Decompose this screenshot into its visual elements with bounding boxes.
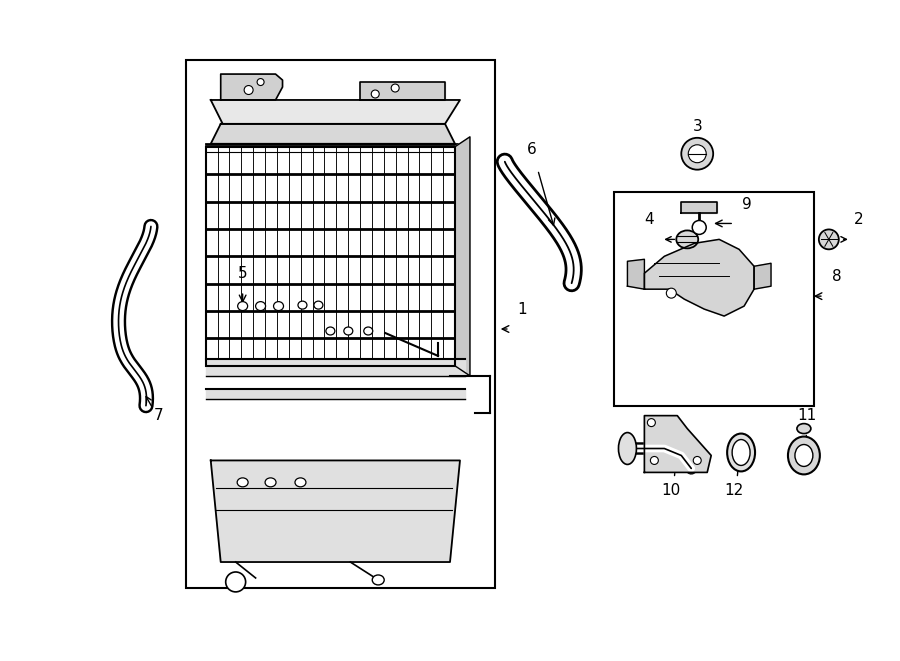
Polygon shape xyxy=(644,239,754,316)
Ellipse shape xyxy=(796,424,811,434)
Text: 11: 11 xyxy=(797,408,816,422)
Circle shape xyxy=(692,221,706,235)
Ellipse shape xyxy=(238,301,248,311)
Circle shape xyxy=(244,85,253,95)
Ellipse shape xyxy=(819,229,839,249)
Ellipse shape xyxy=(676,231,698,249)
Ellipse shape xyxy=(727,434,755,471)
Circle shape xyxy=(371,90,379,98)
Polygon shape xyxy=(360,82,445,100)
Bar xyxy=(206,147,455,366)
Circle shape xyxy=(666,288,676,298)
Circle shape xyxy=(257,79,264,85)
Text: 10: 10 xyxy=(662,483,681,498)
Polygon shape xyxy=(206,359,465,376)
Polygon shape xyxy=(211,100,460,124)
Ellipse shape xyxy=(788,436,820,475)
Text: 8: 8 xyxy=(832,269,842,284)
Polygon shape xyxy=(644,416,711,473)
Ellipse shape xyxy=(238,478,248,487)
Ellipse shape xyxy=(314,301,323,309)
Ellipse shape xyxy=(795,444,813,467)
Text: 5: 5 xyxy=(238,266,248,281)
Ellipse shape xyxy=(373,575,384,585)
Circle shape xyxy=(688,145,706,163)
Text: 3: 3 xyxy=(692,119,702,134)
Ellipse shape xyxy=(295,478,306,487)
Bar xyxy=(185,60,495,588)
Circle shape xyxy=(226,572,246,592)
Circle shape xyxy=(681,137,713,170)
Polygon shape xyxy=(220,74,283,100)
Ellipse shape xyxy=(298,301,307,309)
Ellipse shape xyxy=(266,478,276,487)
Ellipse shape xyxy=(326,327,335,335)
Circle shape xyxy=(651,457,659,465)
Ellipse shape xyxy=(274,301,284,311)
Text: 1: 1 xyxy=(517,302,526,317)
Text: 12: 12 xyxy=(724,483,743,498)
Bar xyxy=(615,192,814,406)
Polygon shape xyxy=(627,259,644,289)
Polygon shape xyxy=(455,137,470,376)
Text: 6: 6 xyxy=(526,141,536,157)
Polygon shape xyxy=(211,461,460,562)
Ellipse shape xyxy=(256,301,266,311)
Circle shape xyxy=(693,457,701,465)
Ellipse shape xyxy=(364,327,373,335)
Polygon shape xyxy=(206,389,465,399)
Text: 2: 2 xyxy=(854,212,863,227)
Text: 9: 9 xyxy=(742,196,752,212)
Ellipse shape xyxy=(618,432,636,465)
Polygon shape xyxy=(754,263,771,289)
Text: 7: 7 xyxy=(154,408,164,422)
Polygon shape xyxy=(211,124,455,144)
Ellipse shape xyxy=(344,327,353,335)
Circle shape xyxy=(392,84,400,92)
Ellipse shape xyxy=(732,440,750,465)
Text: 4: 4 xyxy=(644,212,654,227)
Polygon shape xyxy=(681,202,717,214)
Circle shape xyxy=(647,418,655,426)
